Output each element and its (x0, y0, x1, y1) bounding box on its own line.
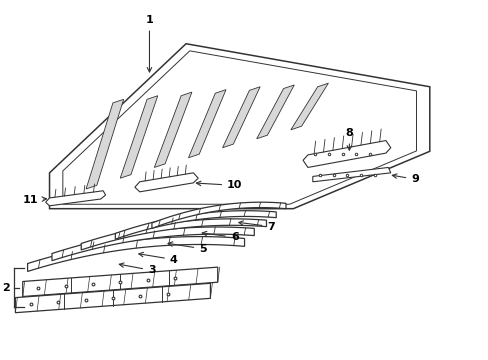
Text: 9: 9 (391, 174, 418, 184)
Polygon shape (115, 211, 276, 239)
Polygon shape (256, 85, 294, 139)
Polygon shape (45, 191, 105, 206)
Polygon shape (135, 173, 198, 192)
Polygon shape (22, 267, 217, 297)
Polygon shape (154, 92, 191, 167)
Polygon shape (27, 237, 244, 271)
Polygon shape (188, 90, 225, 158)
Text: 1: 1 (145, 15, 153, 72)
Polygon shape (312, 167, 390, 182)
Polygon shape (49, 44, 429, 209)
Polygon shape (222, 87, 260, 148)
Polygon shape (16, 283, 210, 313)
Polygon shape (303, 140, 390, 167)
Polygon shape (52, 227, 254, 261)
Polygon shape (120, 96, 158, 178)
Text: 8: 8 (345, 129, 352, 150)
Polygon shape (81, 219, 266, 250)
Polygon shape (290, 83, 328, 130)
Text: 10: 10 (196, 180, 242, 190)
Text: 11: 11 (22, 195, 46, 205)
Text: 7: 7 (238, 221, 275, 231)
Text: 4: 4 (139, 252, 178, 265)
Text: 2: 2 (2, 283, 9, 293)
Polygon shape (152, 202, 285, 228)
Text: 6: 6 (202, 231, 238, 242)
Text: 3: 3 (119, 263, 155, 275)
Polygon shape (86, 99, 123, 189)
Text: 5: 5 (168, 242, 206, 254)
